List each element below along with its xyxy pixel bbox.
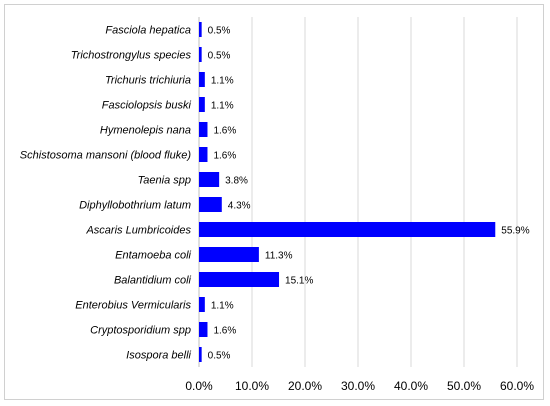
bar [199,297,205,312]
category-label: Enterobius Vermicularis [75,300,191,312]
bar-chart: 0.0% 10.0% 20.0% 30.0% 40.0% 50.0% 60.0% Fascio… [20,17,534,393]
data-label: 11.3% [265,251,293,262]
category-label: Fasciolopsis buski [102,100,192,112]
category-label: Trichuris trichiuria [105,75,191,87]
category-label: Schistosoma mansoni (blood fluke) [20,150,192,162]
category-label: Trichostrongylus species [71,50,192,62]
bar [199,322,208,337]
data-label: 4.3% [228,201,251,212]
bar [199,172,220,187]
chart-frame: 0.0% 10.0% 20.0% 30.0% 40.0% 50.0% 60.0% Fascio… [4,4,544,400]
x-tick-label: 0.0% [185,379,213,393]
bar [199,222,496,237]
x-tick-label: 40.0% [394,379,428,393]
data-label: 15.1% [285,276,313,287]
category-label: Isospora belli [126,350,191,362]
data-label: 0.5% [208,26,231,37]
category-label: Hymenolepis nana [100,125,191,137]
bar [199,22,202,37]
x-tick-label: 20.0% [288,379,322,393]
data-label: 1.1% [211,76,234,87]
x-tick-label: 60.0% [500,379,534,393]
bar [199,272,280,287]
bar [199,197,222,212]
x-tick-label: 50.0% [447,379,481,393]
bar [199,47,202,62]
data-label: 1.1% [211,301,234,312]
bar [199,97,205,112]
bar [199,72,205,87]
data-label: 0.5% [208,51,231,62]
x-tick-label: 30.0% [341,379,375,393]
data-label: 1.6% [213,326,236,337]
x-tick-label: 10.0% [235,379,269,393]
category-label: Diphyllobothrium latum [79,200,191,212]
data-label: 3.8% [225,176,248,187]
category-label: Entamoeba coli [115,250,191,262]
data-label: 0.5% [208,351,231,362]
bar [199,347,202,362]
data-label: 1.6% [213,151,236,162]
data-label: 1.1% [211,101,234,112]
category-label: Taenia spp [138,175,191,187]
category-label: Cryptosporidium spp [90,325,191,337]
bar [199,247,259,262]
data-label: 1.6% [213,126,236,137]
category-label: Ascaris Lumbricoides [85,225,191,237]
bar [199,122,208,137]
data-label: 55.9% [501,226,529,237]
bar [199,147,208,162]
category-label: Balantidium coli [114,275,192,287]
category-label: Fasciola hepatica [105,25,191,37]
